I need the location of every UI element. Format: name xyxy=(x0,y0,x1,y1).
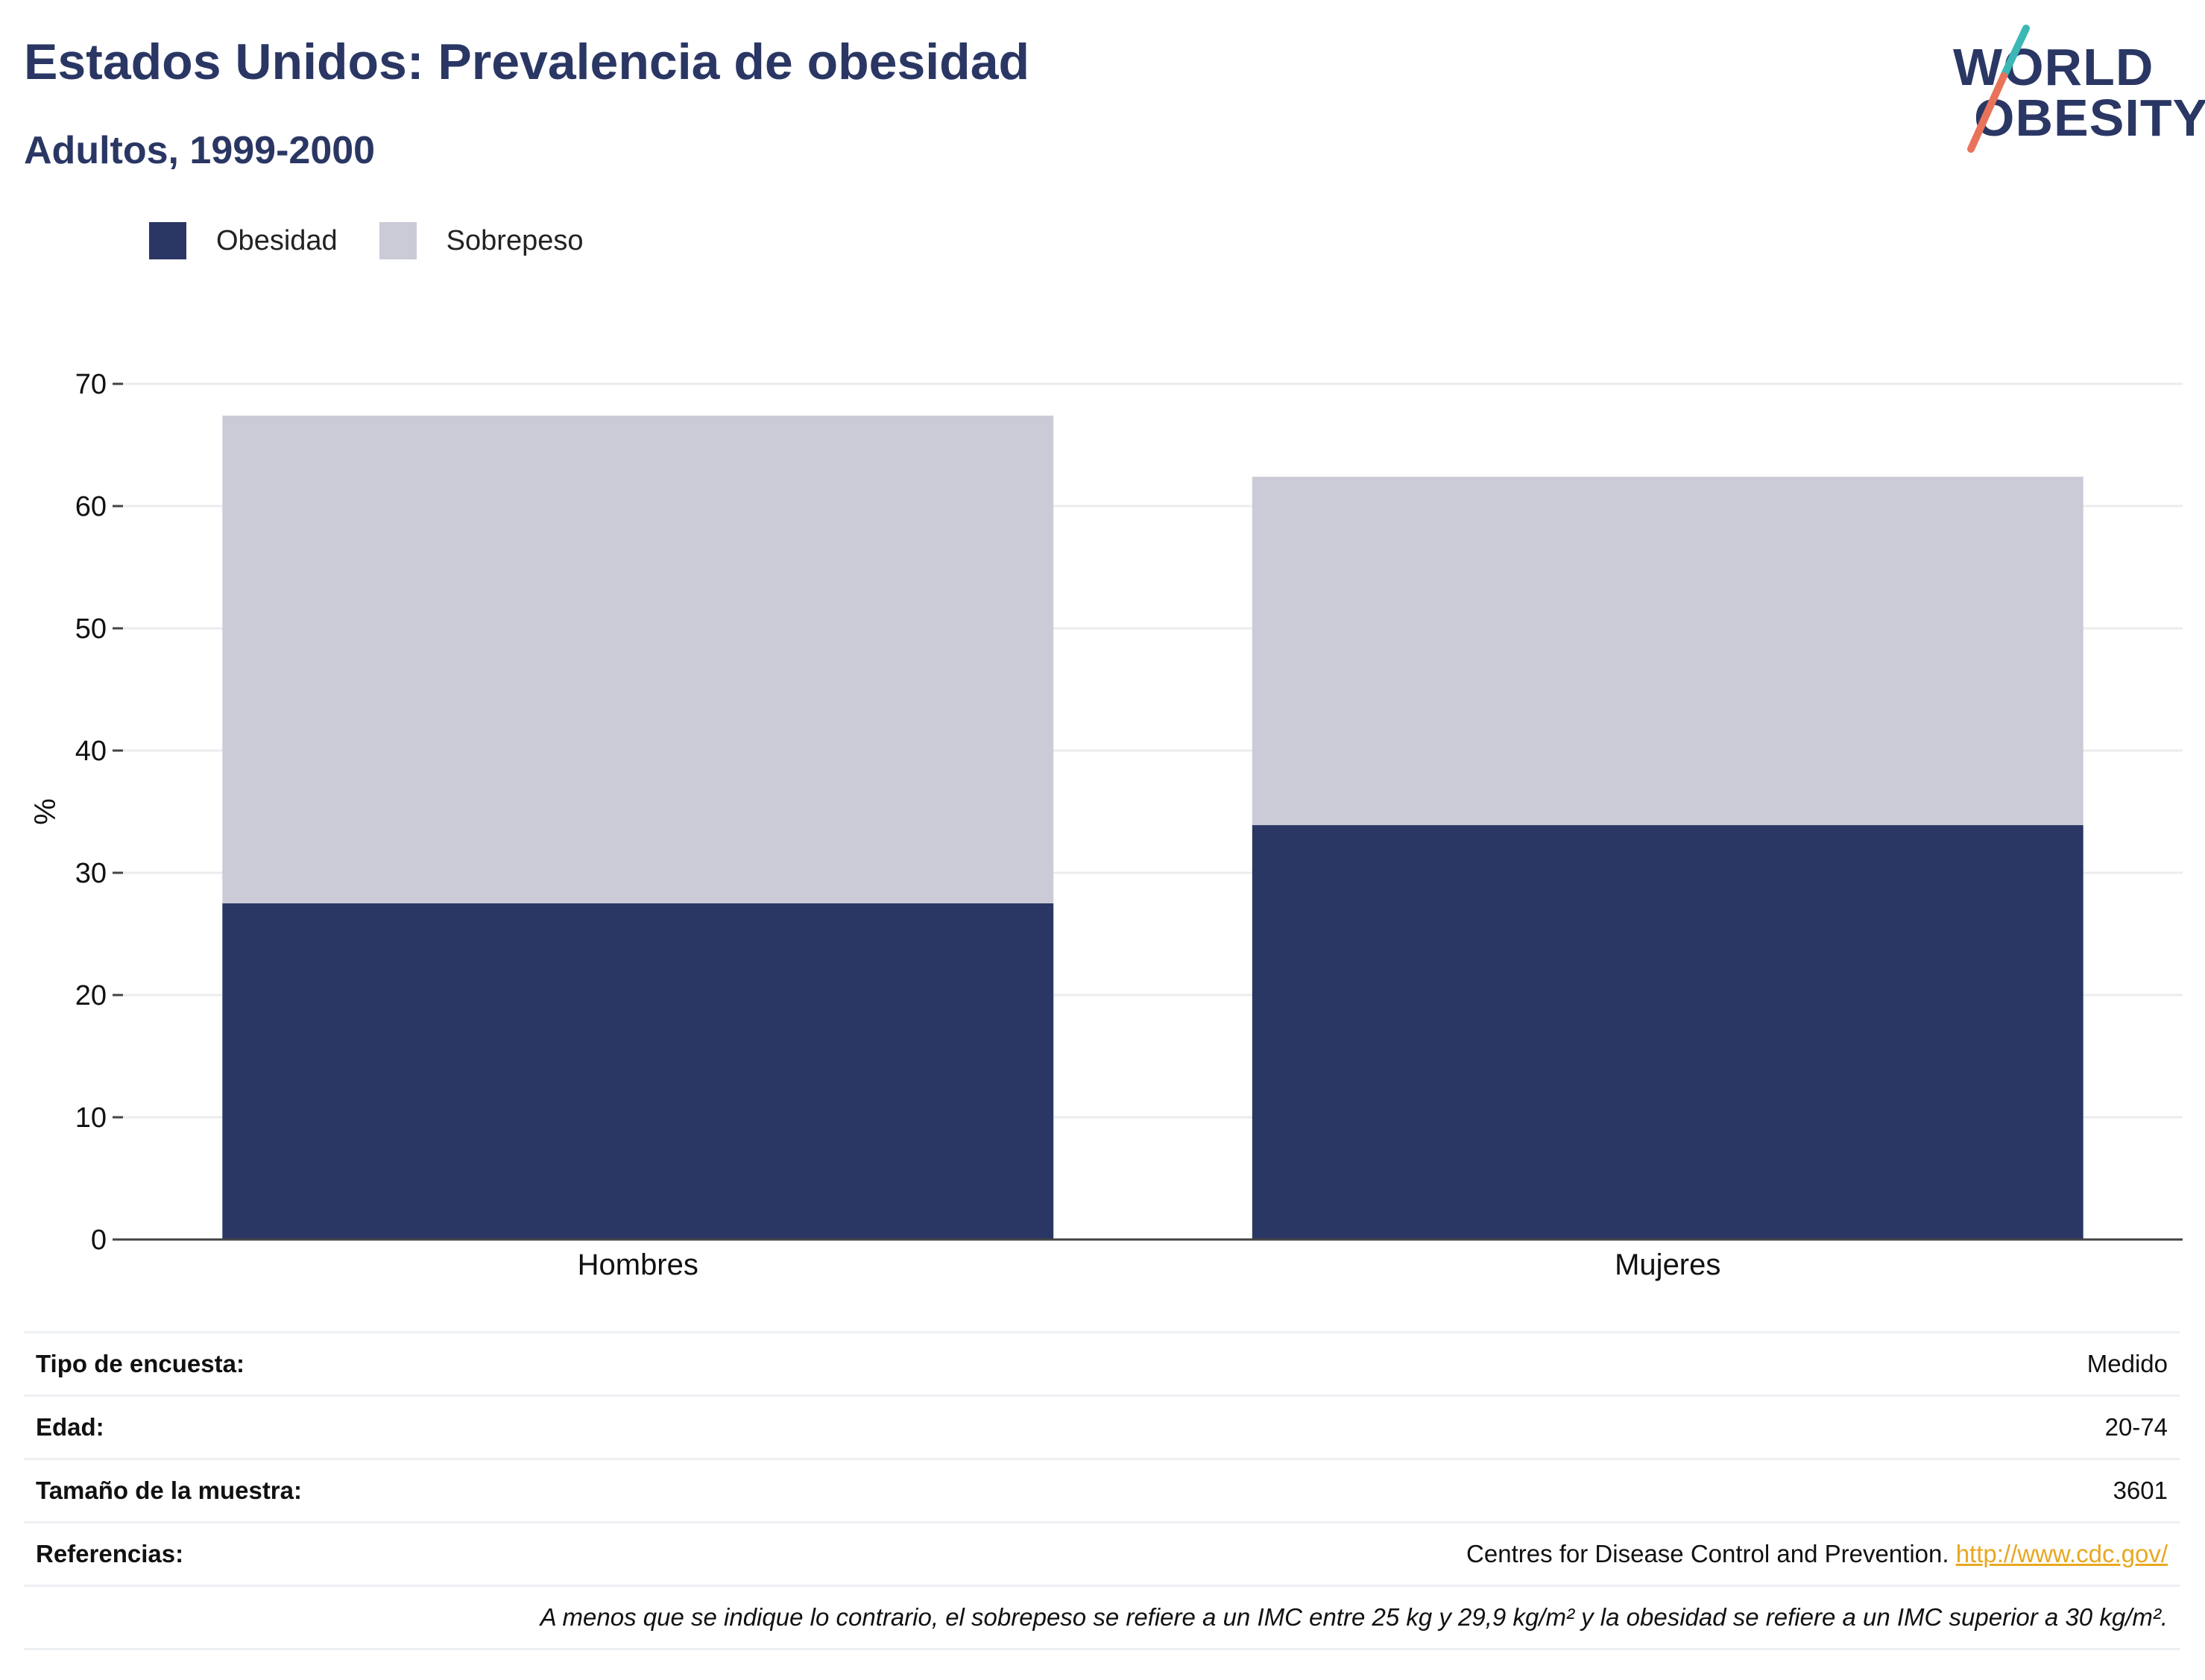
info-row-survey: Tipo de encuesta: Medido xyxy=(24,1331,2180,1395)
info-label: Tipo de encuesta: xyxy=(36,1350,245,1377)
definition-note: A menos que se indique lo contrario, el … xyxy=(540,1603,2168,1631)
y-tick-label: 20 xyxy=(75,980,107,1011)
y-tick-label: 30 xyxy=(75,858,107,889)
logo-line-1: WORLD xyxy=(1953,38,2154,96)
y-tick-label: 50 xyxy=(75,613,107,645)
bar-overweight-hombres xyxy=(222,415,1054,903)
info-row-note: A menos que se indique lo contrario, el … xyxy=(24,1585,2180,1650)
bar-chart: 0 10 20 30 40 50 60 70% Hombres Mujeres xyxy=(29,369,2183,1281)
info-value: 3601 xyxy=(2113,1477,2168,1504)
chart-legend: Obesidad Sobrepeso xyxy=(149,222,625,259)
x-tick-label: Hombres xyxy=(578,1248,698,1281)
y-tick-label: 60 xyxy=(75,491,107,522)
legend-label-overweight: Sobrepeso xyxy=(446,224,584,256)
world-obesity-logo: WORLD OBESITY xyxy=(1946,22,2205,157)
info-value: 20-74 xyxy=(2104,1413,2168,1441)
logo-line-2: OBESITY xyxy=(1974,89,2205,147)
info-label: Edad: xyxy=(36,1413,104,1441)
chart-subtitle: Adultos, 1999-2000 xyxy=(24,129,376,172)
reference-link[interactable]: http://www.cdc.gov/ xyxy=(1955,1540,2168,1567)
chart-title: Estados Unidos: Prevalencia de obesidad xyxy=(24,34,1030,90)
info-row-age: Edad: 20-74 xyxy=(24,1395,2180,1458)
logo-slash-icon xyxy=(1967,25,2030,153)
info-label: Referencias: xyxy=(36,1540,184,1567)
legend-swatch-overweight xyxy=(379,222,417,259)
reference-value: Centres for Disease Control and Preventi… xyxy=(1466,1540,2168,1568)
reference-text: Centres for Disease Control and Preventi… xyxy=(1466,1540,1949,1567)
legend-swatch-obesity xyxy=(149,222,186,259)
bar-obesity-hombres xyxy=(222,903,1054,1240)
info-row-sample: Tamaño de la muestra: 3601 xyxy=(24,1458,2180,1521)
info-row-references: Referencias: Centres for Disease Control… xyxy=(24,1521,2180,1585)
legend-item-overweight[interactable]: Sobrepeso xyxy=(379,222,584,259)
y-tick-label: 0 xyxy=(91,1225,107,1256)
info-value: Medido xyxy=(2086,1350,2168,1377)
x-tick-label: Mujeres xyxy=(1615,1248,1720,1281)
y-tick-label: 70 xyxy=(75,369,107,400)
y-tick-label: 10 xyxy=(75,1102,107,1134)
legend-item-obesity[interactable]: Obesidad xyxy=(149,222,338,259)
bar-overweight-mujeres xyxy=(1252,476,2083,826)
info-label: Tamaño de la muestra: xyxy=(36,1477,302,1504)
legend-label-obesity: Obesidad xyxy=(216,224,338,256)
y-axis-label: % xyxy=(29,798,62,825)
y-tick-label: 40 xyxy=(75,736,107,767)
info-table: Tipo de encuesta: Medido Edad: 20-74 Tam… xyxy=(24,1331,2180,1650)
bar-obesity-mujeres xyxy=(1252,825,2083,1240)
